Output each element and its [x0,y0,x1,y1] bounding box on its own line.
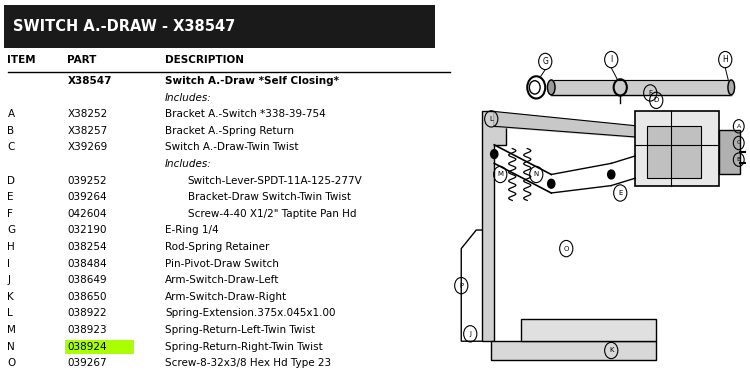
Text: Bracket A.-Switch *338-39-754: Bracket A.-Switch *338-39-754 [165,109,326,119]
Text: E: E [618,190,622,196]
Text: M: M [497,171,503,178]
Text: Bracket A.-Spring Return: Bracket A.-Spring Return [165,126,294,136]
Text: 039264: 039264 [68,192,107,202]
Text: D: D [8,176,16,186]
Text: 038649: 038649 [68,275,107,285]
Text: Includes:: Includes: [165,159,211,169]
Text: 032190: 032190 [68,225,107,235]
Ellipse shape [548,80,555,95]
Text: L: L [8,308,14,318]
Text: J: J [8,275,10,285]
Text: 039267: 039267 [68,358,107,368]
Text: Screw-8-32x3/8 Hex Hd Type 23: Screw-8-32x3/8 Hex Hd Type 23 [165,358,332,368]
Text: Arm-Switch-Draw-Left: Arm-Switch-Draw-Left [165,275,279,285]
Text: Switch A.-Draw *Self Closing*: Switch A.-Draw *Self Closing* [165,76,339,86]
Text: Spring-Return-Left-Twin Twist: Spring-Return-Left-Twin Twist [165,325,315,335]
Text: Includes:: Includes: [165,93,211,103]
Text: F: F [648,90,652,96]
Text: A: A [8,109,15,119]
Text: B: B [736,157,741,162]
Text: D: D [653,97,658,103]
Text: O: O [563,245,569,252]
Text: Spring-Extension.375x.045x1.00: Spring-Extension.375x.045x1.00 [165,308,335,318]
FancyBboxPatch shape [4,5,435,48]
Polygon shape [482,112,506,341]
Circle shape [608,170,615,179]
Text: PART: PART [68,55,97,65]
Text: SWITCH A.-DRAW - X38547: SWITCH A.-DRAW - X38547 [13,19,236,34]
Text: 038484: 038484 [68,259,107,269]
Text: K: K [609,347,613,354]
Text: Switch-Lever-SPDT-11A-125-277V: Switch-Lever-SPDT-11A-125-277V [188,176,362,186]
Text: K: K [8,292,14,302]
Text: 042604: 042604 [68,209,107,219]
Text: X38257: X38257 [68,126,108,136]
Text: X38252: X38252 [68,109,108,119]
Text: Rod-Spring Retainer: Rod-Spring Retainer [165,242,269,252]
Text: Arm-Switch-Draw-Right: Arm-Switch-Draw-Right [165,292,287,302]
Text: X38547: X38547 [68,76,112,86]
Bar [521,319,656,341]
Text: Spring-Return-Right-Twin Twist: Spring-Return-Right-Twin Twist [165,342,322,352]
Text: H: H [8,242,15,252]
Ellipse shape [728,80,734,95]
Text: C: C [736,141,741,146]
Text: E-Ring 1/4: E-Ring 1/4 [165,225,219,235]
Text: L: L [489,116,494,122]
FancyBboxPatch shape [64,340,134,354]
Circle shape [490,150,498,159]
Text: G: G [542,57,548,66]
Text: I: I [8,259,10,269]
Bar [491,341,656,360]
Text: 039252: 039252 [68,176,107,186]
Text: DESCRIPTION: DESCRIPTION [165,55,244,65]
Text: Screw-4-40 X1/2" Taptite Pan Hd: Screw-4-40 X1/2" Taptite Pan Hd [188,209,356,219]
Text: X39269: X39269 [68,142,108,152]
Text: A: A [736,124,741,129]
Text: G: G [8,225,16,235]
Text: ITEM: ITEM [8,55,36,65]
Bar [647,126,701,178]
Bar [635,112,719,186]
Text: M: M [8,325,16,335]
Text: N: N [534,171,538,178]
Text: F: F [8,209,14,219]
Text: E: E [8,192,14,202]
Text: H: H [722,55,728,64]
Text: I: I [610,55,612,64]
Text: Switch A.-Draw-Twin Twist: Switch A.-Draw-Twin Twist [165,142,298,152]
Text: Pin-Pivot-Draw Switch: Pin-Pivot-Draw Switch [165,259,279,269]
Text: N: N [8,342,15,352]
Text: B: B [8,126,15,136]
Text: J: J [470,331,471,337]
Text: 038254: 038254 [68,242,107,252]
Text: 038923: 038923 [68,325,107,335]
Text: P: P [459,283,464,289]
Text: 038922: 038922 [68,308,107,318]
Circle shape [548,179,555,188]
Text: O: O [8,358,16,368]
Text: C: C [8,142,15,152]
Text: Bracket-Draw Switch-Twin Twist: Bracket-Draw Switch-Twin Twist [188,192,350,202]
Text: 038650: 038650 [68,292,107,302]
Text: 038924: 038924 [68,342,107,352]
Bar [719,130,740,174]
